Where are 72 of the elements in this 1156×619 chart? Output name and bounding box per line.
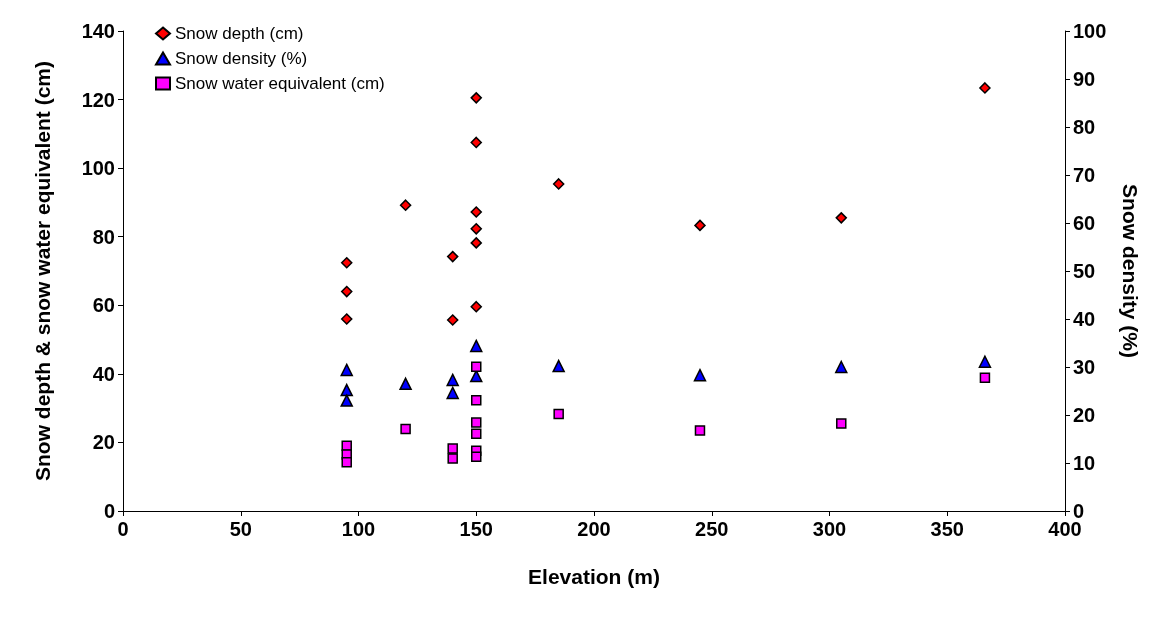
y2-tick-label: 70 xyxy=(1073,164,1096,186)
y-axis-title: Snow depth & snow water equivalent (cm) xyxy=(31,60,54,482)
point xyxy=(470,339,483,353)
y-tick-label: 120 xyxy=(81,88,115,111)
point xyxy=(470,206,482,218)
point xyxy=(694,219,706,232)
x-tick-label: 100 xyxy=(341,518,376,540)
point xyxy=(446,373,459,387)
point xyxy=(446,250,459,263)
legend-label: Snow water equivalent (cm) xyxy=(175,74,385,93)
y-tick-label: 0 xyxy=(103,500,115,522)
y2-tick-label: 50 xyxy=(1073,260,1096,282)
point xyxy=(835,212,848,224)
legend-label: Snow density (%) xyxy=(175,49,308,68)
y2-tick-label: 10 xyxy=(1073,452,1096,474)
point xyxy=(979,372,991,383)
point xyxy=(552,178,565,190)
point xyxy=(471,451,482,463)
y2-tick-label: 100 xyxy=(1073,20,1107,42)
y-tick-label: 60 xyxy=(92,294,115,317)
point xyxy=(835,360,848,374)
point xyxy=(340,257,353,269)
point xyxy=(400,423,411,435)
point xyxy=(399,199,412,211)
point xyxy=(471,395,482,406)
y-tick-label: 20 xyxy=(92,431,115,454)
y-tick-label: 40 xyxy=(92,362,115,385)
x-tick-label: 250 xyxy=(695,518,729,540)
x-axis-title: Elevation (m) xyxy=(528,565,660,588)
x-tick-label: 150 xyxy=(459,518,493,540)
point xyxy=(341,457,352,468)
x-tick-label: 350 xyxy=(930,518,964,540)
y2-tick-label: 80 xyxy=(1073,116,1096,138)
x-tick-label: 300 xyxy=(812,518,847,540)
point xyxy=(471,417,482,428)
point xyxy=(470,300,482,313)
y2-axis-title: Snow density (%) xyxy=(1119,184,1142,358)
point xyxy=(471,361,482,372)
point xyxy=(470,237,482,249)
point xyxy=(340,394,353,407)
y2-tick-label: 90 xyxy=(1073,68,1096,90)
point xyxy=(470,92,482,104)
point xyxy=(340,363,353,377)
point xyxy=(399,377,412,391)
point xyxy=(447,443,458,454)
y2-tick-label: 40 xyxy=(1073,308,1096,330)
point xyxy=(340,313,353,325)
point xyxy=(552,359,565,373)
y2-tick-label: 20 xyxy=(1073,404,1096,426)
point xyxy=(693,368,707,382)
point xyxy=(978,355,992,368)
point xyxy=(470,223,482,235)
point xyxy=(553,408,564,420)
point xyxy=(979,82,991,94)
y-tick-label: 80 xyxy=(92,225,115,248)
point xyxy=(471,428,482,440)
y-tick-label: 100 xyxy=(81,157,115,180)
y2-tick-label: 30 xyxy=(1073,356,1096,378)
legend-label: Snow depth (cm) xyxy=(175,24,304,43)
y-tick-label: 140 xyxy=(81,20,115,42)
point xyxy=(694,425,706,436)
point xyxy=(446,314,459,326)
point xyxy=(447,453,458,464)
x-tick-label: 200 xyxy=(577,518,611,540)
x-tick-label: 0 xyxy=(117,518,129,540)
point xyxy=(446,386,459,400)
point xyxy=(340,285,353,298)
x-tick-label: 50 xyxy=(229,518,252,540)
y2-tick-label: 60 xyxy=(1073,212,1096,234)
point xyxy=(470,136,482,149)
point xyxy=(340,383,353,397)
point xyxy=(836,418,847,429)
